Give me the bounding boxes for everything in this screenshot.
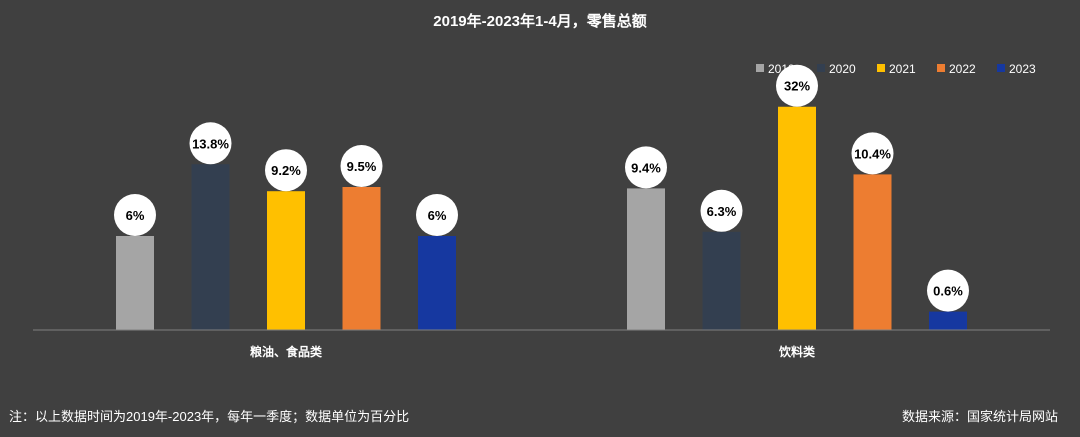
data-label-bubble-2023-1 [927, 269, 969, 312]
bar-2023-0 [418, 236, 456, 330]
data-label-bubble-2021-0 [265, 149, 307, 192]
data-label-2023-1: 0.6% [933, 284, 963, 299]
footer-source: 数据来源：国家统计局网站 [902, 409, 1058, 424]
category-label-0: 粮油、食品类 [250, 344, 323, 359]
data-label-2021-0: 9.2% [271, 163, 301, 178]
bar-2022-1 [853, 174, 892, 330]
data-label-2023-0: 6% [428, 208, 447, 223]
legend-label-2023: 2023 [1009, 62, 1036, 76]
data-label-bubble-2022-1 [851, 132, 894, 175]
legend: 2019 2020 2021 2022 2023 [756, 62, 1036, 76]
data-label-bubble-2021-1 [776, 64, 818, 107]
footer-note: 注：以上数据时间为2019年-2023年，每年一季度；数据单位为百分比 [9, 409, 409, 425]
bar-2022-0 [342, 187, 381, 330]
bar-2021-0 [267, 191, 305, 330]
data-label-bubble-2023-0 [416, 194, 458, 236]
data-label-2022-1: 10.4% [854, 146, 891, 161]
data-label-bubble-2020-0 [189, 122, 232, 165]
legend-swatch-2020 [817, 64, 825, 72]
chart-title: 2019年-2023年1-4月，零售总额 [433, 12, 646, 30]
category-label-1: 饮料类 [778, 344, 816, 359]
data-label-2019-1: 9.4% [631, 160, 661, 175]
bar-2019-1 [627, 188, 665, 330]
data-label-2019-0: 6% [126, 208, 145, 223]
data-label-bubble-2019-0 [114, 194, 156, 236]
bar-2020-1 [702, 231, 741, 330]
legend-label-2021: 2021 [889, 62, 916, 76]
legend-label-2022: 2022 [949, 62, 976, 76]
legend-swatch-2021 [877, 64, 885, 72]
data-label-2021-1: 32% [784, 79, 810, 94]
data-label-2020-0: 13.8% [192, 136, 229, 151]
bar-2019-0 [116, 236, 154, 330]
bars: 6% 9.4% 13.8% 6.3% 9.2% 32% 9.5% 10.4% 6% 0.6% [114, 64, 969, 330]
data-label-2020-1: 6.3% [707, 204, 737, 219]
data-label-bubble-2020-1 [700, 189, 743, 232]
bar-2021-1 [778, 106, 816, 330]
data-label-2022-0: 9.5% [347, 159, 377, 174]
legend-swatch-2019 [756, 64, 764, 72]
category-labels: 粮油、食品类 饮料类 [250, 344, 816, 359]
data-label-bubble-2022-0 [340, 145, 383, 187]
bar-2023-1 [929, 311, 967, 330]
bar-2020-0 [191, 164, 230, 330]
legend-swatch-2023 [997, 64, 1005, 72]
legend-swatch-2022 [937, 64, 945, 72]
data-label-bubble-2019-1 [625, 146, 667, 189]
legend-label-2020: 2020 [829, 62, 856, 76]
